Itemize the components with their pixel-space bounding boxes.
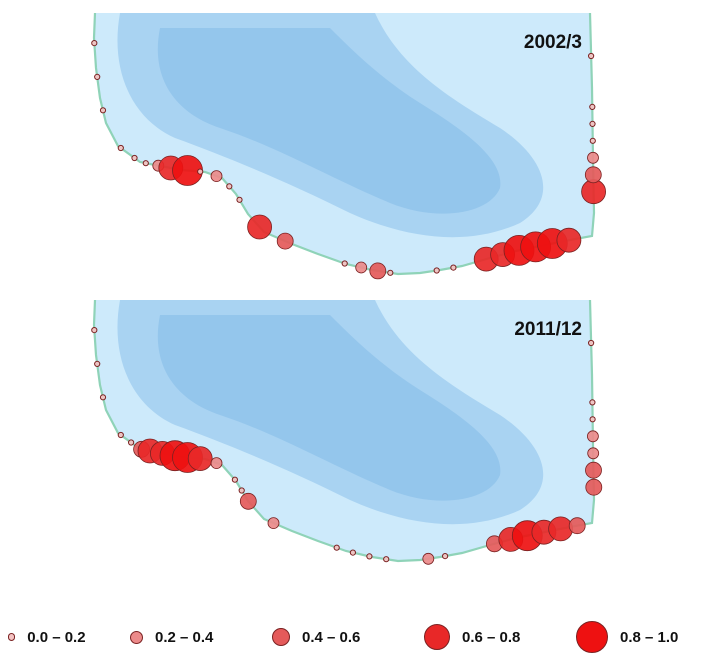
site-marker: [433, 267, 440, 274]
site-marker: [442, 553, 449, 560]
legend: 0.0 – 0.2 0.2 – 0.4 0.4 – 0.6 0.6 – 0.8 0.8 …: [0, 621, 702, 653]
site-marker: [236, 196, 243, 203]
site-marker: [187, 446, 213, 472]
bathymetry-deep: [157, 28, 501, 214]
site-marker: [99, 107, 107, 114]
map-panel-top: 2002/3: [91, 12, 606, 280]
site-marker: [341, 260, 348, 267]
coastal-map: 2002/3 2011/12: [91, 12, 606, 565]
site-marker: [369, 262, 387, 280]
legend-item: 0.0 – 0.2: [8, 622, 86, 652]
site-marker: [589, 137, 596, 144]
site-marker: [349, 549, 356, 556]
site-marker: [91, 40, 98, 47]
legend-item: 0.4 – 0.6: [272, 622, 360, 652]
panel-period-label: 2011/12: [514, 319, 582, 340]
site-marker: [587, 430, 599, 443]
site-marker: [91, 327, 98, 334]
site-marker: [387, 269, 394, 276]
site-marker: [587, 447, 600, 460]
legend-label: 0.8 – 1.0: [620, 628, 679, 646]
legend-circle-icon: [424, 624, 450, 650]
legend-circle-icon: [130, 630, 143, 644]
site-marker: [589, 416, 596, 423]
site-marker: [94, 360, 101, 368]
site-marker: [117, 431, 124, 439]
site-marker: [585, 478, 603, 496]
site-marker: [366, 553, 373, 560]
site-marker: [383, 556, 390, 563]
site-marker: [210, 170, 223, 183]
site-marker: [99, 394, 107, 401]
site-marker: [422, 552, 435, 565]
site-marker: [581, 179, 606, 205]
legend-label: 0.6 – 0.8: [462, 628, 521, 646]
site-marker: [584, 166, 602, 184]
legend-item: 0.2 – 0.4: [130, 622, 213, 652]
site-marker: [117, 144, 124, 152]
site-marker: [267, 517, 280, 530]
site-marker: [142, 160, 149, 167]
legend-circle-icon: [576, 621, 608, 653]
site-marker: [450, 264, 457, 271]
site-marker: [128, 439, 135, 446]
site-marker: [131, 154, 138, 162]
site-marker: [226, 183, 233, 190]
site-marker: [355, 261, 368, 274]
legend-label: 0.2 – 0.4: [155, 628, 214, 646]
site-marker: [276, 232, 294, 250]
site-marker: [585, 461, 602, 479]
map-panel-bottom: 2011/12: [91, 299, 603, 565]
legend-circle-icon: [8, 633, 16, 641]
site-marker: [239, 492, 257, 510]
site-marker: [333, 544, 340, 551]
site-marker: [589, 399, 596, 406]
site-marker: [548, 516, 573, 542]
site-marker: [238, 487, 245, 494]
legend-item: 0.6 – 0.8: [424, 622, 520, 652]
site-marker: [94, 73, 101, 81]
site-marker: [589, 120, 596, 128]
site-marker: [210, 457, 223, 470]
site-marker: [588, 339, 595, 347]
legend-label: 0.4 – 0.6: [302, 628, 361, 646]
site-marker: [588, 52, 595, 60]
legend-circle-icon: [272, 628, 290, 646]
legend-item: 0.8 – 1.0: [576, 621, 679, 653]
site-marker: [247, 214, 273, 240]
site-marker: [568, 517, 586, 535]
site-marker: [589, 103, 596, 111]
site-marker: [197, 168, 204, 175]
site-marker: [231, 476, 238, 483]
site-marker: [556, 227, 582, 253]
bathymetry-deep: [157, 315, 501, 501]
site-marker: [587, 151, 599, 164]
legend-label: 0.0 – 0.2: [27, 628, 86, 646]
panel-period-label: 2002/3: [524, 32, 582, 53]
